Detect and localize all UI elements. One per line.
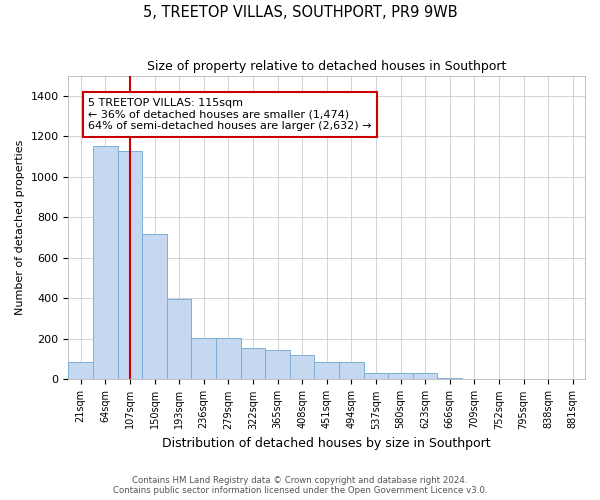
Bar bbox=[290, 355, 314, 380]
Text: 5, TREETOP VILLAS, SOUTHPORT, PR9 9WB: 5, TREETOP VILLAS, SOUTHPORT, PR9 9WB bbox=[143, 5, 457, 20]
Bar bbox=[388, 374, 413, 380]
Bar bbox=[437, 378, 462, 380]
Bar bbox=[142, 234, 167, 380]
Text: 5 TREETOP VILLAS: 115sqm
← 36% of detached houses are smaller (1,474)
64% of sem: 5 TREETOP VILLAS: 115sqm ← 36% of detach… bbox=[88, 98, 371, 131]
Bar bbox=[314, 362, 339, 380]
X-axis label: Distribution of detached houses by size in Southport: Distribution of detached houses by size … bbox=[163, 437, 491, 450]
Title: Size of property relative to detached houses in Southport: Size of property relative to detached ho… bbox=[147, 60, 506, 73]
Bar bbox=[68, 362, 93, 380]
Text: Contains HM Land Registry data © Crown copyright and database right 2024.
Contai: Contains HM Land Registry data © Crown c… bbox=[113, 476, 487, 495]
Bar bbox=[241, 348, 265, 380]
Bar bbox=[413, 374, 437, 380]
Bar bbox=[265, 350, 290, 380]
Y-axis label: Number of detached properties: Number of detached properties bbox=[15, 140, 25, 315]
Bar bbox=[191, 338, 216, 380]
Bar bbox=[216, 338, 241, 380]
Bar bbox=[339, 362, 364, 380]
Bar bbox=[118, 150, 142, 380]
Bar bbox=[364, 374, 388, 380]
Bar bbox=[167, 300, 191, 380]
Bar bbox=[93, 146, 118, 380]
